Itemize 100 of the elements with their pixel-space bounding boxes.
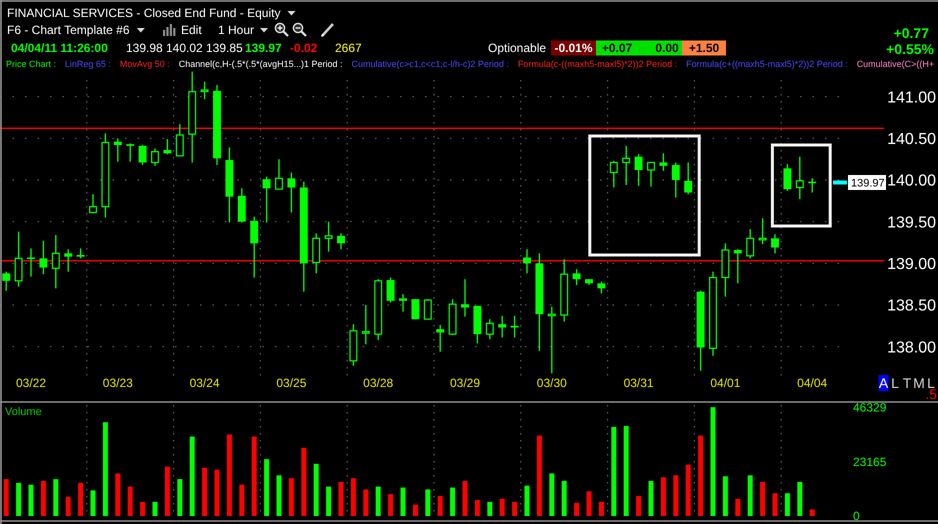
candlestick <box>275 158 283 190</box>
y-tick-label: 138.50 <box>887 298 936 315</box>
bar <box>314 464 319 516</box>
x-tick-label: 04/04 <box>797 376 828 390</box>
bar <box>536 436 542 516</box>
candlestick <box>486 318 494 340</box>
text: Cumulative(C>((H+ <box>856 59 934 70</box>
y-tick-label: 139.50 <box>887 214 936 232</box>
candlestick <box>362 304 370 345</box>
x-tick-label: 03/31 <box>624 376 654 390</box>
x-tick-label: 04/01 <box>710 376 741 390</box>
annotation: LinReg 65 : <box>64 59 111 70</box>
candlestick <box>52 234 60 289</box>
bar <box>28 484 34 516</box>
bar <box>698 436 704 516</box>
bar <box>549 473 554 516</box>
bar <box>474 500 480 516</box>
bar <box>66 496 71 516</box>
candlestick <box>510 315 519 338</box>
bar <box>500 498 505 516</box>
annotation: Cumulative(c>c1,c<c1,c-l/h-c)2 Period : <box>352 59 510 70</box>
candlestick <box>126 142 134 162</box>
bar <box>152 502 158 516</box>
candlestick <box>548 306 556 374</box>
text: 04/04/11 11:26:00 <box>11 41 108 56</box>
candlestick <box>76 248 85 259</box>
x-tick-label: 03/23 <box>102 376 134 390</box>
candlestick <box>200 81 209 100</box>
bar <box>90 490 96 516</box>
bar <box>128 486 133 516</box>
bar <box>735 498 740 516</box>
candlestick <box>523 248 531 274</box>
bar <box>412 504 418 516</box>
bar <box>326 486 332 516</box>
candlestick <box>634 154 643 186</box>
text: +0.55% <box>886 40 935 57</box>
text: -0.02 <box>290 41 318 56</box>
bar <box>288 478 294 516</box>
bar <box>226 434 232 516</box>
bar <box>710 407 716 516</box>
annotation: Price Chart : <box>6 59 56 70</box>
y-tick-label: 139.00 <box>887 256 936 273</box>
candlestick <box>672 162 680 198</box>
candlestick <box>424 298 432 320</box>
candlestick <box>287 172 296 214</box>
bar <box>338 482 344 516</box>
candlestick <box>151 148 159 166</box>
candlestick <box>262 176 271 224</box>
candlestick <box>597 281 606 294</box>
bar <box>760 482 766 516</box>
candlestick <box>399 294 407 312</box>
x-tick-label: 03/30 <box>536 376 568 390</box>
bar <box>252 436 257 516</box>
bar <box>784 493 790 516</box>
bar <box>512 502 518 516</box>
bar <box>648 480 654 516</box>
bar <box>190 436 195 516</box>
candlestick <box>461 278 469 318</box>
text: 2667 <box>335 41 362 56</box>
bar <box>264 459 270 516</box>
candlestick <box>114 138 122 162</box>
bar <box>177 479 182 516</box>
bar <box>624 426 629 516</box>
text: 1 Hour <box>218 23 254 38</box>
candlestick <box>337 232 345 250</box>
candlestick <box>622 145 630 186</box>
text: 139.98 <box>126 41 164 56</box>
bar <box>598 502 604 516</box>
y-tick-label: 0 <box>853 509 860 524</box>
bar <box>611 426 616 516</box>
candlestick <box>411 298 420 320</box>
annotation: MovAvg 50 : <box>120 59 170 70</box>
candlestick <box>758 218 767 245</box>
candlestick <box>659 152 668 172</box>
bar <box>425 489 430 516</box>
candlestick <box>746 228 754 259</box>
bar <box>164 466 170 516</box>
bar <box>524 486 530 516</box>
text: M <box>913 374 925 391</box>
candlestick <box>771 234 779 254</box>
bar <box>722 476 728 516</box>
x-tick-label: 03/29 <box>450 376 480 390</box>
bar <box>686 464 691 516</box>
candlestick <box>498 315 506 338</box>
candlestick <box>138 144 147 166</box>
x-tick-label: 03/22 <box>16 376 46 390</box>
candlestick <box>89 194 97 214</box>
text: +0.77 <box>894 24 930 41</box>
bar <box>301 448 306 516</box>
candlestick <box>610 160 618 188</box>
text: 139.85 <box>206 41 244 56</box>
bar <box>586 491 592 516</box>
candlestick <box>796 156 804 200</box>
y-tick-label: 46329 <box>853 400 887 414</box>
bar <box>462 480 468 516</box>
candlestick <box>39 240 48 275</box>
candlestick <box>647 162 655 188</box>
y-tick-label: 23165 <box>853 454 887 469</box>
text: 0.00 <box>655 41 679 56</box>
candlestick <box>734 248 742 284</box>
